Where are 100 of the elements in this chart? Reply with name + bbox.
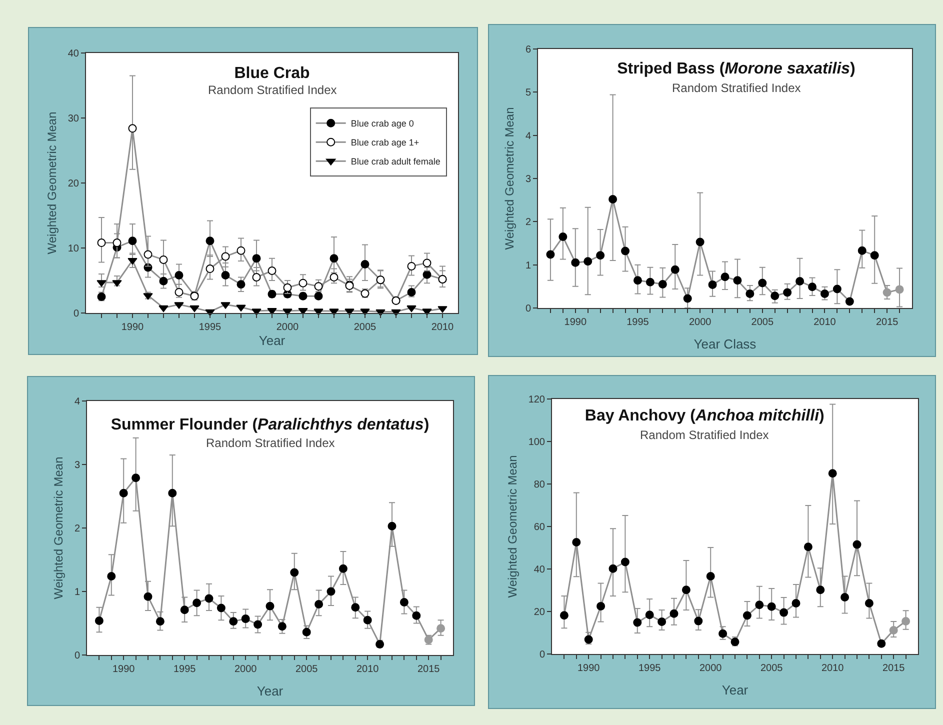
y-tick-label: 4 xyxy=(525,130,532,142)
point xyxy=(608,194,618,204)
y-tick-label: 100 xyxy=(528,437,546,448)
point xyxy=(682,586,690,594)
point xyxy=(816,586,825,594)
y-tick-label: 60 xyxy=(534,522,546,533)
text: Random Stratified Index xyxy=(208,83,337,97)
y-tick-label: 0 xyxy=(525,304,532,314)
point xyxy=(360,308,370,316)
x-tick-label: 1995 xyxy=(198,322,222,333)
text: Random Stratified Index xyxy=(206,436,335,450)
point xyxy=(351,603,360,612)
point xyxy=(159,255,168,264)
text: Striped Bass (Morone saxatilis) xyxy=(617,60,856,78)
point xyxy=(326,587,336,596)
point xyxy=(330,254,338,263)
x-tick-label: 2010 xyxy=(814,317,836,328)
point xyxy=(422,270,432,279)
point xyxy=(902,617,910,626)
point xyxy=(338,564,348,573)
point xyxy=(422,308,432,316)
point xyxy=(363,616,372,624)
point xyxy=(571,258,580,267)
point xyxy=(858,246,866,255)
point xyxy=(254,620,262,629)
point xyxy=(282,308,292,316)
point xyxy=(252,308,262,316)
point xyxy=(646,278,654,286)
point xyxy=(560,611,568,620)
x-tick-label: 1995 xyxy=(638,663,662,674)
point xyxy=(206,236,214,246)
point xyxy=(746,290,754,298)
point xyxy=(792,598,800,608)
point xyxy=(755,600,764,610)
point xyxy=(633,276,642,285)
point xyxy=(252,273,261,282)
point xyxy=(796,276,804,286)
point xyxy=(112,238,122,248)
point xyxy=(128,258,138,265)
x-tick-label: 2010 xyxy=(431,322,454,333)
y-tick-label: 3 xyxy=(74,460,80,471)
text: Bay Anchovy (Anchoa mitchilli) xyxy=(584,408,824,425)
point xyxy=(852,540,862,549)
point xyxy=(268,266,276,275)
point xyxy=(767,602,776,611)
point xyxy=(206,264,214,274)
point xyxy=(278,622,286,631)
x-tick-label: 2015 xyxy=(876,317,899,328)
point xyxy=(820,290,829,298)
point xyxy=(584,635,593,644)
y-tick-label: 30 xyxy=(68,114,80,124)
y-tick-label: 120 xyxy=(528,394,546,406)
point xyxy=(645,610,654,620)
point xyxy=(144,250,152,259)
point xyxy=(236,246,246,255)
point xyxy=(360,260,370,268)
x-axis-title: Year xyxy=(722,682,749,698)
point xyxy=(406,305,416,312)
point xyxy=(742,611,752,620)
point xyxy=(438,306,448,313)
point xyxy=(558,232,568,242)
point xyxy=(436,624,446,633)
point xyxy=(174,271,184,280)
y-tick-label: 6 xyxy=(525,44,532,56)
point xyxy=(895,285,904,294)
y-axis-title: Weighted Geometric Mean xyxy=(52,456,66,600)
point xyxy=(718,629,728,638)
point xyxy=(266,602,274,610)
point xyxy=(864,598,874,608)
y-tick-label: 20 xyxy=(534,607,546,618)
point xyxy=(683,294,692,303)
x-tick-label: 2000 xyxy=(234,664,258,675)
point xyxy=(546,250,555,259)
y-tick-label: 80 xyxy=(534,480,546,490)
legend-label: Blue crab age 1+ xyxy=(350,138,420,148)
x-tick-label: 2005 xyxy=(295,664,318,675)
point xyxy=(758,278,767,288)
y-tick-label: 2 xyxy=(525,217,532,228)
y-tick-label: 20 xyxy=(68,178,80,190)
point xyxy=(221,252,230,261)
x-tick-label: 2015 xyxy=(882,663,906,674)
point xyxy=(720,272,730,282)
point xyxy=(112,280,122,287)
point xyxy=(407,288,416,296)
point xyxy=(596,602,606,610)
point xyxy=(190,305,200,312)
text: Random Stratified Index xyxy=(640,428,769,442)
point xyxy=(144,592,152,601)
point xyxy=(192,598,202,608)
point xyxy=(596,251,605,260)
x-tick-label: 1990 xyxy=(112,664,136,675)
text: Blue Crab xyxy=(234,64,310,82)
legend-label: Blue crab age 0 xyxy=(350,118,414,129)
point xyxy=(128,236,137,246)
point xyxy=(344,308,354,316)
point xyxy=(174,302,184,309)
point xyxy=(422,258,432,268)
y-axis-title: Weighted Geometric Mean xyxy=(45,112,60,254)
point xyxy=(159,276,168,286)
x-tick-label: 2000 xyxy=(688,317,712,328)
